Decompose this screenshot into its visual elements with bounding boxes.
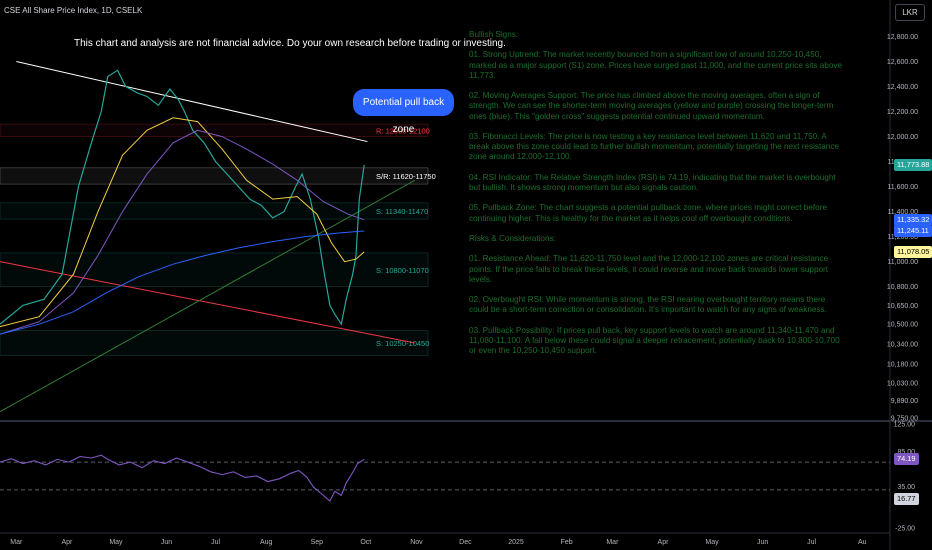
- price-tag: 11,245.11: [894, 224, 932, 237]
- trend-line: [0, 179, 416, 413]
- time-tick-label: Feb: [561, 539, 573, 546]
- zone-label: S: 10800-11070: [376, 266, 429, 275]
- rsi-tag: 16.77: [894, 493, 919, 506]
- time-tick-label: May: [109, 539, 123, 546]
- zone-label: S: 10250-10450: [376, 339, 429, 348]
- time-tick-label: Dec: [459, 539, 472, 546]
- zone-label: R: 12000-12100: [376, 126, 430, 135]
- time-tick-label: Jun: [757, 539, 768, 546]
- price-tick-label: 10,180.00: [887, 362, 918, 369]
- price-tick-label: 12,000.00: [887, 134, 918, 141]
- analysis-notes: Bullish Signs: 01. Strong Uptrend: The ma…: [469, 30, 843, 367]
- price-tag: 11,078.05: [894, 245, 932, 258]
- price-tick-label: 12,200.00: [887, 109, 918, 116]
- price-tag: 11,773.88: [894, 158, 932, 171]
- time-tick-label: Jul: [211, 539, 220, 546]
- time-tick-label: Oct: [360, 539, 371, 546]
- rsi-tick-label: 85.00: [897, 449, 915, 456]
- time-tick-label: Mar: [10, 539, 23, 546]
- price-tick-label: 12,400.00: [887, 84, 918, 91]
- price-tick-label: 10,800.00: [887, 284, 918, 291]
- analysis-paragraph: 01. Strong Uptrend: The market recently …: [469, 50, 843, 80]
- analysis-paragraph: Risks & Considerations:: [469, 233, 556, 243]
- time-tick-label: Jul: [807, 539, 816, 546]
- price-tick-label: 11,400.00: [887, 209, 918, 216]
- rsi-tag: 74.19: [894, 453, 919, 466]
- price-tick-label: 10,500.00: [887, 322, 918, 329]
- time-tick-label: May: [705, 539, 719, 546]
- price-tick-label: 10,650.00: [887, 303, 918, 310]
- indicator-lines: [0, 61, 416, 413]
- time-tick-label: Apr: [62, 539, 74, 546]
- ma-blue-line: [0, 230, 365, 335]
- price-tick-label: 9,750.00: [891, 416, 918, 423]
- time-tick-label: Au: [858, 539, 867, 546]
- rsi-tick-label: 35.00: [897, 484, 915, 491]
- currency-button[interactable]: LKR: [895, 4, 925, 21]
- rsi-panel: [0, 454, 890, 502]
- time-tick-label: Sep: [311, 539, 324, 546]
- analysis-paragraph: 01. Resistance Ahead: The 11,620-11,750 …: [469, 254, 829, 284]
- zone-box: [0, 167, 429, 185]
- price-tick-label: 12,800.00: [887, 34, 918, 41]
- time-tick-label: Mar: [606, 539, 619, 546]
- disclaimer: This chart and analysis are not financia…: [74, 38, 506, 49]
- zone-box: [0, 252, 429, 287]
- price-tick-label: 10,340.00: [887, 342, 918, 349]
- pullback-callout: Potential pull back zone: [353, 89, 454, 135]
- time-tick-label: Nov: [410, 539, 423, 546]
- zone-box: [0, 202, 429, 220]
- price-tick-label: 9,890.00: [891, 398, 918, 405]
- trend-line: [0, 261, 415, 344]
- price-tick-label: 12,600.00: [887, 59, 918, 66]
- time-tick-label: Aug: [260, 539, 273, 546]
- price-tick-label: 10,030.00: [887, 380, 918, 387]
- symbol-title: CSE All Share Price Index, 1D, CSELK: [4, 6, 143, 15]
- price-tag: 11,335.32: [894, 213, 932, 226]
- zone-box: [0, 330, 429, 356]
- zones-layer: R: 12000-12100 S/R: 11620-11750 S: 11340-1…: [0, 123, 436, 356]
- price-tick-label: 11,000.00: [887, 259, 918, 266]
- zone-label: S: 11340-11470: [376, 207, 428, 216]
- price-tick-label: 11,600.00: [887, 184, 918, 191]
- analysis-paragraph: 02. Moving Averages Support: The price h…: [469, 91, 834, 121]
- analysis-paragraph: 04. RSI Indicator: The Relative Strength…: [469, 172, 836, 192]
- price-tick-label: 11,200.00: [887, 234, 918, 241]
- ma-yellow-line: [0, 117, 365, 328]
- rsi-tick-label: -25.00: [895, 526, 915, 533]
- price-line: [0, 69, 365, 326]
- time-tick-label: Apr: [658, 539, 670, 546]
- analysis-paragraph: 02. Overbought RSI: While momentum is st…: [469, 295, 827, 315]
- analysis-paragraph: Bullish Signs:: [469, 30, 519, 39]
- time-tick-label: Jun: [161, 539, 172, 546]
- rsi-line: [0, 454, 365, 502]
- zone-box: [0, 123, 429, 137]
- analysis-paragraph: 03. Pullback Possibility: If prices pull…: [469, 325, 840, 356]
- zone-label: S/R: 11620-11750: [376, 172, 436, 181]
- analysis-paragraph: 03. Fibonacci Levels: The price is now t…: [469, 131, 840, 162]
- trend-line: [16, 61, 368, 143]
- ma-purple-line: [0, 129, 365, 335]
- rsi-tick-label: 125.00: [894, 422, 916, 429]
- time-tick-label: 2025: [508, 539, 524, 546]
- analysis-paragraph: 05. Pullback Zone: The chart suggests a …: [469, 203, 828, 223]
